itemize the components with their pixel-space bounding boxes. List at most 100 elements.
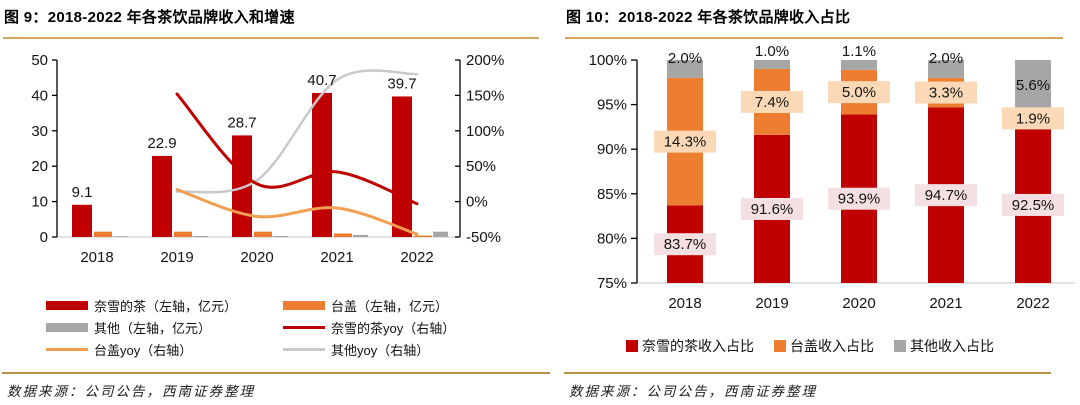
segment-label-orange: 14.3% [664,134,707,151]
yoy-line-2 [175,92,419,206]
left-axis-tick-label: 40 [31,87,48,104]
legend-label: 其他（左轴，亿元） [94,321,212,336]
legend-item-1: 台盖收入占比 [774,336,874,356]
legend-label: 奈雪的茶yoy（右轴） [331,321,456,336]
legend-swatch-bar [46,301,88,310]
revenue-growth-combo-chart: 0 10 20 30 40 50 -50% 0% 50% 100% 150% 200% 9.1 22.9 2… [31,52,504,266]
bar-0-2019 [152,155,172,237]
bar-1-2018 [94,231,112,237]
bar-value-label: 40.7 [307,72,336,89]
legend-swatch-line [46,348,88,351]
legend-item-0: 奈雪的茶（左轴，亿元） [46,297,283,314]
left-axis-tick-label: 0 [40,229,48,246]
x-axis-label: 2018 [668,295,701,312]
label-box-red [741,197,803,220]
bar-2-2021 [353,234,368,237]
bar-1-2022 [414,235,432,237]
stack-gray-2018 [667,60,703,78]
label-box-orange [828,81,890,104]
legend-item-3: 奈雪的茶yoy（右轴） [283,319,455,336]
bar-1-2019 [174,231,192,237]
bar-value-label: 39.7 [387,75,416,92]
bar-0-2022 [392,96,412,237]
label-box-orange [741,90,803,113]
bar-2-2018 [113,236,128,237]
label-box-red [1002,193,1064,216]
figure-9-title-rule [3,37,539,39]
figure-10-panel: 图 10：2018-2022 年各茶饮品牌收入占比 75% 80% 85% 90% 95… [540,0,1080,405]
bar-0-2021 [312,92,332,237]
legend-label: 奈雪的茶（左轴，亿元） [94,299,238,314]
legend-label: 其他yoy（右轴） [331,343,430,358]
stack-gray-2019 [754,60,790,69]
x-axis-label: 2021 [320,249,353,266]
label-box-red [828,187,890,210]
x-axis-label: 2020 [842,295,875,312]
figure-10-title: 图 10：2018-2022 年各茶饮品牌收入占比 [566,9,851,26]
bar-value-label: 22.9 [147,135,176,152]
legend-label: 台盖收入占比 [790,338,874,354]
segment-label-orange: 3.3% [929,85,963,102]
left-axis-tick-label: 50 [31,52,48,69]
legend-swatch-line [283,348,325,351]
segment-label-orange: 5.0% [842,84,876,101]
figure-10-source: 数据来源：公司公告，西南证券整理 [569,384,817,399]
y-axis-tick-label: 85% [597,186,627,203]
figure-9-source-rule [2,372,550,374]
right-axis-tick-label: 0% [466,194,488,211]
bar-1-2021 [334,233,352,237]
figure-9-source: 数据来源：公司公告，西南证券整理 [7,384,255,399]
y-axis-tick-label: 100% [589,52,627,69]
legend-item-5: 其他yoy（右轴） [283,341,455,358]
bar-value-label: 28.7 [227,114,256,131]
right-axis-tick-label: 200% [466,52,504,69]
segment-label-gray: 5.6% [1016,77,1050,94]
y-axis-tick-label: 75% [597,275,627,292]
legend-swatch-line [283,326,325,329]
segment-label-red: 83.7% [664,236,707,253]
x-axis-label: 2022 [400,249,433,266]
bar-0-2018 [72,204,92,237]
legend-swatch-square [894,340,906,352]
x-axis-label: 2020 [240,249,273,266]
legend-label: 其他收入占比 [910,338,994,354]
segment-label-gray: 1.1% [842,45,876,60]
segment-label-red: 94.7% [925,187,968,204]
legend-item-2: 其他（左轴，亿元） [46,319,283,336]
left-axis-tick-label: 30 [31,123,48,140]
segment-label-gray: 2.0% [929,50,963,67]
yoy-line-0 [175,69,419,194]
bar-2-2020 [273,235,288,237]
bar-2-2022 [433,231,448,237]
figure-10-legend: 奈雪的茶收入占比 台盖收入占比 其他收入占比 [540,336,1080,356]
figure-9-title: 图 9：2018-2022 年各茶饮品牌收入和增速 [4,9,295,26]
legend-swatch-bar [46,323,88,332]
segment-label-orange: 7.4% [755,94,789,111]
right-axis-tick-label: 150% [466,87,504,104]
right-axis-tick-label: -50% [466,229,501,246]
bar-value-label: 9.1 [72,184,93,201]
label-box-orange [915,81,977,104]
segment-label-orange: 1.9% [1016,110,1050,127]
left-axis-tick-label: 10 [31,194,48,211]
yoy-line-1 [175,188,419,236]
right-axis-tick-label: 100% [466,123,504,140]
figure-9-legend: 奈雪的茶（左轴，亿元） 台盖（左轴，亿元） 其他（左轴，亿元） 奈雪的茶yoy（右轴）… [46,297,455,358]
x-axis-label: 2019 [160,249,193,266]
stack-gray-2021 [928,60,964,78]
bar-1-2020 [254,231,272,237]
label-box-red [915,184,977,207]
segment-label-red: 91.6% [751,201,794,218]
segment-label-red: 93.9% [838,191,881,208]
left-axis-tick-label: 20 [31,158,48,175]
y-axis-tick-label: 95% [597,97,627,114]
legend-item-0: 奈雪的茶收入占比 [626,336,754,356]
legend-swatch-bar [283,301,325,310]
x-axis-label: 2021 [929,295,962,312]
stack-gray-2022 [1015,60,1051,110]
legend-item-2: 其他收入占比 [894,336,994,356]
revenue-share-stacked-chart: 75% 80% 85% 90% 95% 100% 83.7% 14.3% 2.0% 2018 91.… [589,45,1075,312]
legend-swatch-square [774,340,786,352]
x-axis-label: 2018 [80,249,113,266]
